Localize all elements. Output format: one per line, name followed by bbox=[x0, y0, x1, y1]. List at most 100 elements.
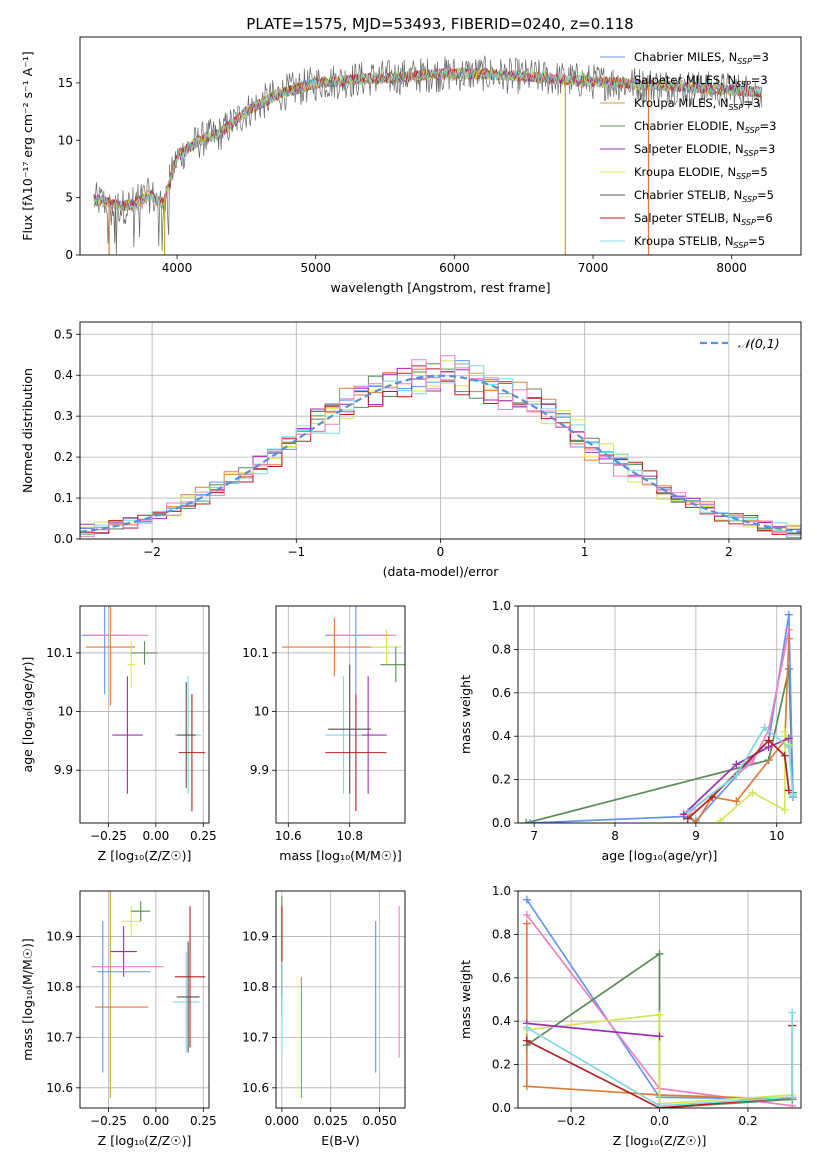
series-marker bbox=[788, 790, 797, 799]
panel-massweight_vs_Z: −0.2 0.0 0.2 0.0 0.2 0.4 0.6 0.8 1.0 Z [log₁₀(Z/Z… bbox=[458, 884, 802, 1148]
errorbar-point bbox=[131, 901, 151, 922]
series-marker bbox=[780, 727, 789, 736]
legend: 𝒩(0,1) bbox=[700, 336, 780, 351]
y-tick-label: 0.6 bbox=[492, 686, 511, 700]
y-tick-label: 10 bbox=[58, 705, 73, 719]
x-tick-label: 0.00 bbox=[143, 1114, 170, 1128]
series-marker bbox=[732, 771, 741, 780]
plot-area bbox=[80, 355, 801, 538]
y-tick-label: 0.1 bbox=[54, 491, 73, 505]
x-tick-label: −2 bbox=[143, 545, 161, 559]
series-marker bbox=[784, 634, 793, 643]
y-tick-label: 10 bbox=[254, 705, 269, 719]
series-marker bbox=[784, 664, 793, 673]
x-axis-label: wavelength [Angstrom, rest frame] bbox=[330, 280, 550, 295]
plot-area bbox=[522, 610, 797, 823]
x-tick-label: −0.2 bbox=[556, 1114, 585, 1128]
panel-spectrum: 4000 5000 6000 7000 8000 0 5 10 15 wavelength [An… bbox=[20, 36, 802, 295]
x-tick-label: 9 bbox=[692, 829, 700, 843]
y-tick-label: 1.0 bbox=[492, 884, 511, 898]
y-tick-label: 0.8 bbox=[492, 927, 511, 941]
series-marker bbox=[732, 797, 741, 806]
y-tick-label: 0.2 bbox=[492, 1058, 511, 1072]
y-axis-label: mass weight bbox=[458, 675, 473, 754]
x-axis-label: Z [log₁₀(Z/Z☉)] bbox=[613, 1133, 707, 1148]
y-tick-label: 0 bbox=[65, 248, 73, 262]
series-marker bbox=[788, 1093, 797, 1102]
y-tick-label: 10 bbox=[58, 133, 73, 147]
errorbar-point bbox=[176, 941, 200, 1053]
y-axis-label: Flux [fλ10⁻¹⁷ erg cm⁻² s⁻¹ A⁻¹] bbox=[20, 51, 35, 240]
plot-area bbox=[93, 55, 763, 255]
panel-massweight_vs_age: 7 8 9 10 0.0 0.2 0.4 0.6 0.8 1.0 age [log₁₀(age/yr… bbox=[458, 599, 802, 863]
x-tick-label: 8000 bbox=[716, 261, 747, 275]
legend-label: Kroupa ELODIE, NSSP=5 bbox=[634, 165, 768, 181]
errorbar-point bbox=[380, 647, 405, 683]
y-tick-label: 0.4 bbox=[492, 729, 511, 743]
spectrum-9 bbox=[93, 67, 763, 213]
errorbar-point bbox=[325, 693, 387, 812]
y-tick-label: 0.0 bbox=[492, 1101, 511, 1115]
legend-label: 𝒩(0,1) bbox=[738, 336, 780, 351]
y-tick-label: 10.8 bbox=[46, 980, 73, 994]
x-tick-label: 0.025 bbox=[314, 1114, 348, 1128]
y-tick-label: 10.7 bbox=[46, 1030, 73, 1044]
x-tick-label: 1 bbox=[581, 545, 589, 559]
errorbar-point bbox=[178, 693, 206, 812]
axes-frame bbox=[275, 890, 406, 1109]
y-tick-label: 1.0 bbox=[492, 599, 511, 613]
figure-title: PLATE=1575, MJD=53493, FIBERID=0240, z=0… bbox=[246, 15, 633, 33]
series-marker bbox=[691, 819, 700, 823]
series-marker bbox=[522, 1036, 531, 1045]
legend: Chabrier MILES, NSSP=3 Salpeter MILES, NS… bbox=[600, 50, 776, 250]
series-marker bbox=[748, 788, 757, 797]
series-line-4 bbox=[691, 629, 790, 811]
series-line-8 bbox=[526, 1012, 794, 1107]
y-axis-label: mass [log₁₀(M/M☉)] bbox=[20, 938, 35, 1060]
x-tick-label: 0.2 bbox=[738, 1114, 757, 1128]
x-tick-label: 2 bbox=[725, 545, 733, 559]
y-tick-label: 10.1 bbox=[46, 646, 73, 660]
y-tick-label: 0.5 bbox=[54, 327, 73, 341]
errorbar-point bbox=[85, 606, 136, 706]
y-tick-label: 0.3 bbox=[54, 409, 73, 423]
y-tick-label: 10.6 bbox=[46, 1081, 73, 1095]
x-tick-label: −0.25 bbox=[90, 1114, 127, 1128]
series-marker bbox=[784, 610, 793, 619]
y-tick-label: 0.0 bbox=[492, 816, 511, 830]
normal-curve bbox=[80, 374, 801, 533]
series-line-3 bbox=[687, 638, 790, 823]
legend-label: Chabrier STELIB, NSSP=5 bbox=[634, 188, 774, 204]
series-marker bbox=[784, 625, 793, 634]
axes-frame bbox=[79, 605, 210, 824]
series-marker bbox=[522, 819, 531, 823]
x-tick-label: 0.25 bbox=[190, 829, 217, 843]
series-marker bbox=[655, 949, 664, 958]
x-axis-label: E(B-V) bbox=[321, 1133, 360, 1148]
x-tick-label: 10.8 bbox=[336, 829, 363, 843]
series-marker bbox=[788, 1008, 797, 1017]
x-tick-label: 0.0 bbox=[650, 1114, 669, 1128]
series-line-2 bbox=[530, 614, 794, 823]
y-axis-label: age [log₁₀(age/yr)] bbox=[20, 657, 35, 773]
x-tick-label: −0.25 bbox=[90, 829, 127, 843]
legend-label: Salpeter STELIB, NSSP=6 bbox=[634, 211, 773, 227]
y-tick-label: 9.9 bbox=[54, 763, 73, 777]
axes: 10.6 10.8 9.9 10 10.1 mass [log₁₀(M/M☉)] bbox=[242, 605, 406, 863]
y-tick-label: 0.4 bbox=[492, 1014, 511, 1028]
y-tick-label: 5 bbox=[65, 191, 73, 205]
series-marker bbox=[522, 1023, 531, 1032]
series-line-3 bbox=[525, 923, 793, 1101]
series-marker bbox=[780, 805, 789, 814]
series-marker bbox=[522, 919, 531, 928]
plot-area bbox=[522, 895, 797, 1108]
errorbar-point bbox=[174, 906, 206, 1048]
errorbar-point bbox=[127, 641, 136, 689]
y-tick-label: 0.0 bbox=[54, 532, 73, 546]
legend-label: Kroupa MILES, NSSP=3 bbox=[634, 96, 760, 112]
x-tick-label: 0.00 bbox=[143, 829, 170, 843]
errorbar-point bbox=[371, 629, 402, 665]
series-marker bbox=[526, 819, 535, 823]
grid bbox=[518, 605, 801, 824]
x-axis-label: Z [log₁₀(Z/Z☉)] bbox=[98, 1133, 192, 1148]
